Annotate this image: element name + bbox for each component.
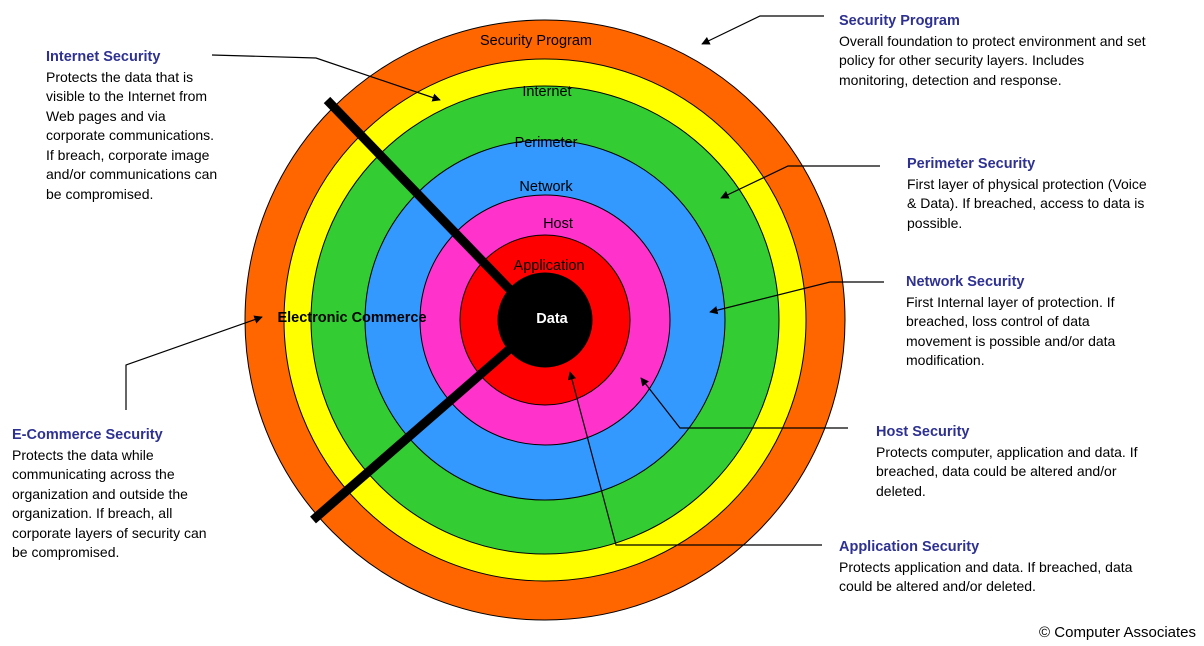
ring-label-security-program: Security Program [480,33,592,49]
core-label-data: Data [536,311,568,327]
annotation-title: Perimeter Security [907,156,1036,172]
annotation-network-security: Network Security First Internal layer of… [906,273,1201,371]
annotation-application-security: Application Security Protects applicatio… [839,538,1199,597]
annotation-internet-security: Internet Security Protects the data that… [46,48,261,204]
ring-label-perimeter: Perimeter [515,135,578,151]
connector-network [709,281,884,315]
connector-internet [211,54,441,102]
annotation-security-program: Security Program Overall foundation to p… [839,12,1199,90]
ring-label-internet: Internet [522,84,571,100]
annotation-title: Application Security [839,539,980,555]
annotation-text: Protects application and data. If breach… [839,558,1133,595]
copyright-notice: © Computer Associates [1039,624,1196,641]
connector-perimeter [720,165,880,199]
annotation-host-security: Host Security Protects computer, applica… [876,423,1201,501]
wedge-line-upper [323,96,524,304]
annotation-title: Host Security [876,424,970,440]
ring-label-application: Application [514,258,585,274]
connector-security-program [701,15,824,45]
annotation-text: Protects computer, application and data.… [876,443,1138,499]
ring-label-host: Host [543,216,573,232]
annotation-text: Protects the data that is visible to the… [46,68,218,202]
connectors [125,15,884,546]
ecommerce-wedge [310,96,524,524]
annotation-text: Overall foundation to protect environmen… [839,32,1146,88]
annotation-title: E-Commerce Security [12,427,163,443]
annotation-perimeter-security: Perimeter Security First layer of physic… [907,155,1202,233]
annotation-text: First Internal layer of protection. If b… [906,293,1116,369]
ring-label-network: Network [519,179,573,195]
annotation-title: Security Program [839,13,960,29]
connector-host [640,377,848,429]
connector-application [567,371,822,546]
connector-ecommerce [125,315,263,410]
annotation-text: First layer of physical protection (Voic… [907,175,1147,231]
wedge-label-electronic-commerce: Electronic Commerce [277,310,426,326]
wedge-line-lower [310,336,523,524]
annotation-title: Internet Security [46,49,161,65]
annotation-text: Protects the data while communicating ac… [12,446,207,561]
annotation-title: Network Security [906,274,1025,290]
annotation-ecommerce-security: E-Commerce Security Protects the data wh… [12,426,252,563]
